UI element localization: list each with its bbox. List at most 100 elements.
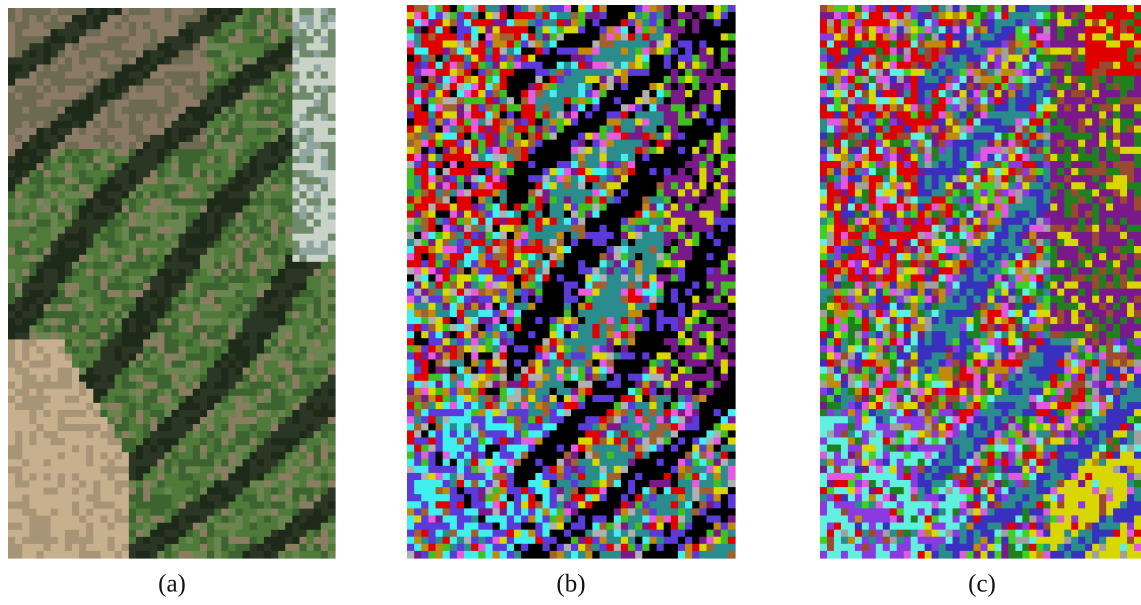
pixel: [728, 83, 736, 91]
pixel: [299, 22, 307, 30]
pixel: [614, 168, 622, 176]
pixel: [122, 297, 130, 305]
pixel: [728, 97, 736, 105]
pixel: [143, 276, 151, 284]
pixel: [15, 191, 23, 199]
pixel: [228, 551, 236, 559]
pixel: [164, 325, 172, 333]
pixel: [328, 424, 336, 432]
pixel: [728, 40, 736, 48]
pixel: [122, 354, 130, 362]
pixel: [164, 100, 172, 108]
pixel: [299, 36, 307, 44]
pixel: [457, 40, 465, 48]
pixel: [299, 50, 307, 58]
pixel: [15, 438, 23, 446]
pixel: [44, 325, 52, 333]
pixel: [600, 118, 608, 126]
pixel: [600, 19, 608, 27]
pixel: [72, 509, 80, 517]
pixel: [535, 168, 543, 176]
pixel: [65, 135, 73, 143]
pixel: [129, 466, 137, 474]
pixel: [186, 445, 194, 453]
pixel: [264, 248, 272, 256]
pixel: [550, 69, 558, 77]
pixel: [157, 375, 165, 383]
pixel: [86, 544, 94, 552]
pixel: [578, 55, 586, 63]
pixel: [535, 118, 543, 126]
pixel: [172, 551, 180, 559]
pixel: [443, 147, 451, 155]
pixel: [278, 311, 286, 319]
pixel: [307, 445, 315, 453]
pixel: [635, 161, 643, 169]
pixel: [457, 168, 465, 176]
pixel: [65, 121, 73, 129]
pixel: [214, 325, 222, 333]
pixel: [250, 64, 258, 72]
pixel: [721, 133, 729, 141]
pixel: [136, 297, 144, 305]
pixel: [535, 196, 543, 204]
pixel: [328, 452, 336, 460]
pixel: [58, 93, 66, 101]
pixel: [278, 212, 286, 220]
pixel: [129, 64, 137, 72]
pixel: [521, 97, 529, 105]
pixel: [36, 71, 44, 79]
pixel: [471, 111, 479, 119]
pixel: [136, 544, 144, 552]
pixel: [443, 168, 451, 176]
pixel: [58, 128, 66, 136]
pixel: [36, 276, 44, 284]
pixel: [79, 36, 87, 44]
pixel: [307, 382, 315, 390]
pixel: [278, 523, 286, 531]
pixel: [585, 104, 593, 112]
pixel: [150, 212, 158, 220]
pixel: [278, 466, 286, 474]
pixel: [93, 15, 101, 23]
pixel: [157, 86, 165, 94]
pixel: [578, 140, 586, 148]
pixel: [299, 396, 307, 404]
pixel: [129, 86, 137, 94]
pixel: [179, 15, 187, 23]
pixel: [8, 114, 16, 122]
pixel: [428, 12, 436, 20]
pixel: [328, 495, 336, 503]
pixel: [79, 262, 87, 270]
pixel: [150, 227, 158, 235]
pixel: [721, 40, 729, 48]
pixel: [122, 241, 130, 249]
pixel: [657, 211, 665, 219]
pixel: [214, 220, 222, 228]
pixel: [22, 332, 30, 340]
pixel: [228, 354, 236, 362]
pixel: [706, 26, 714, 34]
pixel: [314, 156, 322, 164]
pixel: [22, 551, 30, 559]
pixel: [143, 170, 151, 178]
pixel: [407, 62, 415, 70]
pixel: [115, 459, 123, 467]
pixel: [207, 198, 215, 206]
pixel: [172, 417, 180, 425]
pixel: [193, 43, 201, 51]
pixel: [29, 290, 37, 298]
pixel: [65, 29, 73, 37]
pixel: [321, 234, 329, 242]
pixel: [207, 459, 215, 467]
pixel: [136, 79, 144, 87]
pixel: [321, 403, 329, 411]
pixel: [250, 396, 258, 404]
pixel: [243, 22, 251, 30]
pixel: [164, 495, 172, 503]
pixel: [129, 163, 137, 171]
pixel: [164, 198, 172, 206]
pixel: [649, 62, 657, 70]
pixel: [86, 64, 94, 72]
pixel: [292, 290, 300, 298]
